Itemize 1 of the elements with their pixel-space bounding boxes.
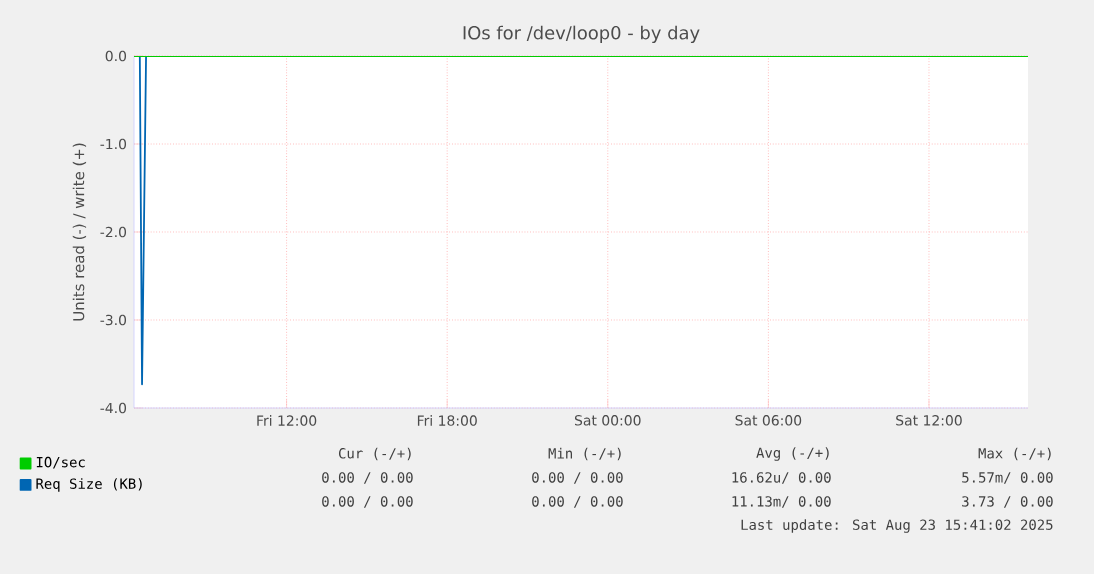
chart-title: IOs for /dev/loop0 - by day (463, 25, 700, 43)
